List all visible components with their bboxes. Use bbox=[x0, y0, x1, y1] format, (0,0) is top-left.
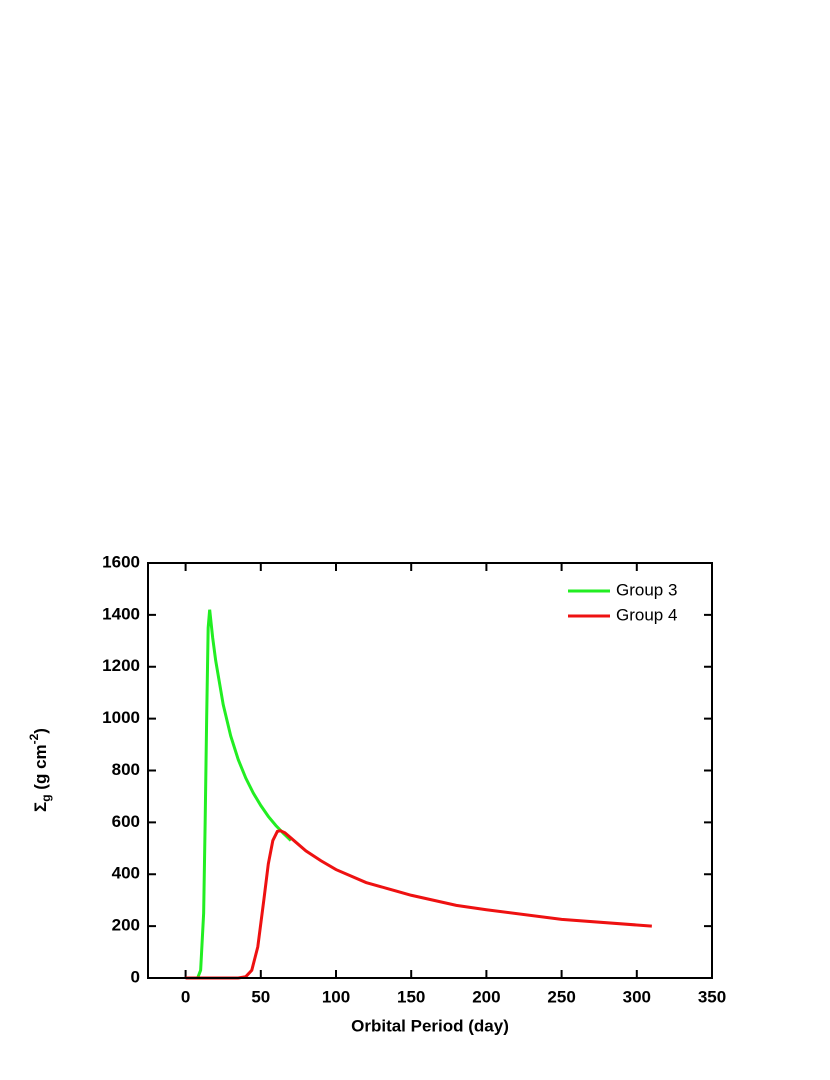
x-tick-label: 200 bbox=[472, 987, 500, 1006]
x-tick-label: 250 bbox=[547, 987, 575, 1006]
y-tick-label: 1000 bbox=[102, 708, 140, 727]
series-line bbox=[185, 829, 652, 980]
y-tick-label: 1400 bbox=[102, 604, 140, 623]
y-tick-label: 0 bbox=[131, 967, 140, 986]
y-tick-label: 400 bbox=[112, 864, 140, 883]
y-label-part: (g cm bbox=[31, 744, 50, 794]
plot-frame bbox=[147, 562, 713, 979]
y-tick-label: 1200 bbox=[102, 656, 140, 675]
x-tick-label: 50 bbox=[251, 987, 270, 1006]
y-tick-label: 1600 bbox=[102, 552, 140, 571]
y-label-sub: g bbox=[39, 794, 53, 801]
x-tick-label: 0 bbox=[181, 987, 190, 1006]
x-tick-label: 350 bbox=[698, 987, 726, 1006]
y-tick-label: 600 bbox=[112, 812, 140, 831]
legend-label: Group 4 bbox=[616, 605, 677, 624]
legend-label: Group 3 bbox=[616, 580, 677, 599]
x-tick-label: 300 bbox=[623, 987, 651, 1006]
y-label-part: ) bbox=[31, 728, 50, 734]
x-axis-label: Orbital Period (day) bbox=[351, 1016, 509, 1035]
x-tick-label: 100 bbox=[322, 987, 350, 1006]
y-tick-label: 800 bbox=[112, 760, 140, 779]
y-axis-label: Σg (g cm-2) bbox=[27, 728, 53, 812]
y-tick-label: 200 bbox=[112, 916, 140, 935]
series-line bbox=[196, 609, 292, 979]
y-label-sup: -2 bbox=[27, 733, 41, 744]
x-tick-label: 150 bbox=[397, 987, 425, 1006]
y-label-part: Σ bbox=[31, 802, 50, 812]
